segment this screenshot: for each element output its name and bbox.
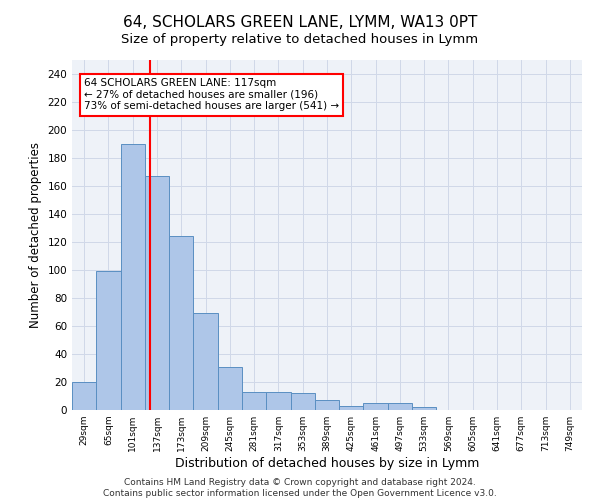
Bar — [315, 400, 339, 410]
Bar — [96, 272, 121, 410]
Y-axis label: Number of detached properties: Number of detached properties — [29, 142, 42, 328]
Text: 64, SCHOLARS GREEN LANE, LYMM, WA13 0PT: 64, SCHOLARS GREEN LANE, LYMM, WA13 0PT — [123, 15, 477, 30]
Bar — [72, 382, 96, 410]
Bar — [242, 392, 266, 410]
Bar — [193, 314, 218, 410]
Text: Contains HM Land Registry data © Crown copyright and database right 2024.
Contai: Contains HM Land Registry data © Crown c… — [103, 478, 497, 498]
Bar — [169, 236, 193, 410]
Bar — [388, 403, 412, 410]
Bar — [121, 144, 145, 410]
Bar — [339, 406, 364, 410]
Bar — [364, 403, 388, 410]
X-axis label: Distribution of detached houses by size in Lymm: Distribution of detached houses by size … — [175, 457, 479, 470]
Bar — [412, 407, 436, 410]
Text: 64 SCHOLARS GREEN LANE: 117sqm
← 27% of detached houses are smaller (196)
73% of: 64 SCHOLARS GREEN LANE: 117sqm ← 27% of … — [84, 78, 339, 112]
Text: Size of property relative to detached houses in Lymm: Size of property relative to detached ho… — [121, 32, 479, 46]
Bar — [145, 176, 169, 410]
Bar — [290, 393, 315, 410]
Bar — [218, 366, 242, 410]
Bar — [266, 392, 290, 410]
